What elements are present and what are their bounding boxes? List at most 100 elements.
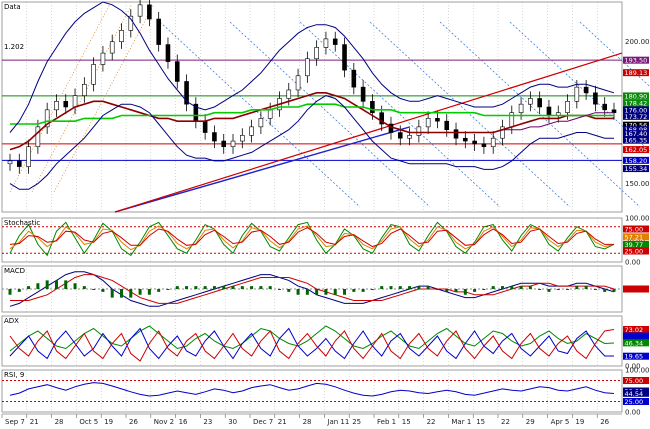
panel-annotation: 1.202 [4, 43, 24, 51]
histogram-bar [194, 286, 198, 289]
y-tick-label: 0.00 [625, 259, 641, 267]
candle-body [490, 137, 496, 148]
fan-line [53, 3, 155, 193]
channel-line [439, 21, 641, 208]
histogram-bar [8, 289, 12, 295]
x-tick-label: 15 [476, 418, 485, 426]
candle-body [500, 126, 505, 139]
price-tag [623, 92, 649, 100]
price-tag-label: 44.54 [625, 390, 644, 398]
candle-body [565, 101, 570, 113]
candle-body [212, 132, 217, 142]
candle-body [583, 86, 589, 94]
x-tick-label: 22 [501, 418, 510, 426]
candle-body [16, 160, 22, 167]
histogram-bar [305, 289, 309, 295]
candle-body [119, 30, 124, 43]
candle-body [444, 120, 450, 131]
price-tag [623, 398, 649, 405]
histogram-bar [408, 286, 412, 289]
x-tick-label: 25 [352, 418, 361, 426]
histogram-bar [398, 286, 402, 289]
y-tick-label: 50.00 [625, 237, 645, 245]
series-line-sma-slow [9, 92, 614, 151]
price-tag [623, 326, 649, 333]
price-tag [623, 233, 649, 241]
x-tick-label: 29 [526, 418, 535, 426]
histogram-bar [231, 286, 235, 289]
histogram-bar [510, 286, 514, 289]
price-tag-label: 178.42 [625, 100, 648, 108]
x-tick-label: Oct 5 [79, 418, 98, 426]
histogram-bar [454, 289, 458, 292]
panel-2: MACD [1, 265, 649, 313]
series-line-di-minus [9, 329, 615, 362]
price-tag [623, 112, 649, 120]
candle-body [240, 135, 245, 142]
x-tick-label: 16 [179, 418, 188, 426]
y-tick-label: 200.00 [625, 38, 650, 46]
price-tag-label: 75.00 [625, 226, 644, 234]
candle-body [72, 95, 78, 108]
histogram-bar [556, 289, 560, 290]
histogram-bar [566, 289, 570, 290]
candle-body [332, 38, 338, 45]
series-line-signal [10, 274, 615, 304]
candle-body [109, 41, 115, 54]
series-line-bb-upper [9, 1, 615, 133]
price-tag-label: 180.90 [625, 92, 648, 100]
trendline-red [114, 52, 623, 213]
price-tag-label: 167.40 [625, 130, 648, 138]
x-tick-label: 19 [575, 418, 584, 426]
price-tag-label: 57.21 [625, 233, 644, 241]
price-tag-label: 176.00 [625, 106, 648, 114]
candle-body [453, 129, 459, 139]
x-tick-label: 22 [427, 418, 436, 426]
candle-body [323, 38, 329, 48]
price-tag [623, 352, 649, 360]
price-tag-label: 25.00 [625, 248, 644, 256]
candle-body [249, 126, 254, 136]
histogram-bar [147, 289, 151, 295]
histogram-bar [175, 286, 179, 289]
candle-body [528, 98, 533, 105]
x-tick-label: 26 [600, 418, 609, 426]
price-tag-label: 155.34 [625, 165, 648, 173]
price-tag [623, 121, 649, 129]
candle-body [137, 4, 143, 17]
candle-body [156, 18, 161, 45]
price-tag [623, 106, 649, 114]
candle-body [360, 86, 366, 102]
x-tick-label: 28 [303, 418, 312, 426]
channel-line [369, 21, 571, 208]
price-tag [623, 240, 649, 248]
candle-body [518, 103, 524, 113]
histogram-bar [519, 286, 523, 289]
price-tag-label: 19.65 [625, 353, 644, 361]
x-tick-label: 30 [228, 418, 237, 426]
series-line-adx [9, 325, 615, 352]
histogram-bar [352, 289, 356, 292]
series-line-sma-green [10, 103, 614, 125]
candle-body [44, 109, 50, 128]
candle-body [295, 75, 301, 91]
fan-line [9, 3, 111, 193]
histogram-bar [203, 286, 207, 289]
panel-1: Stochastic 100.00 50.00 0.00 75.0057.2139.77… [1, 215, 650, 267]
series-line-rsi [9, 382, 615, 397]
candle-body [35, 126, 41, 148]
candle-body [91, 64, 96, 85]
candle-body [147, 4, 152, 20]
histogram-bar [389, 286, 393, 289]
histogram-bar [463, 289, 467, 295]
price-tag [623, 389, 649, 397]
histogram-bar [120, 289, 124, 298]
candle-body [314, 47, 319, 60]
candle-body [286, 89, 292, 99]
histogram-bar [528, 286, 532, 289]
x-tick-label: 19 [104, 418, 113, 426]
price-tag-label: 46.34 [625, 339, 644, 347]
candle-body [472, 140, 477, 145]
histogram-bar [603, 289, 607, 292]
candle-body [342, 44, 347, 71]
